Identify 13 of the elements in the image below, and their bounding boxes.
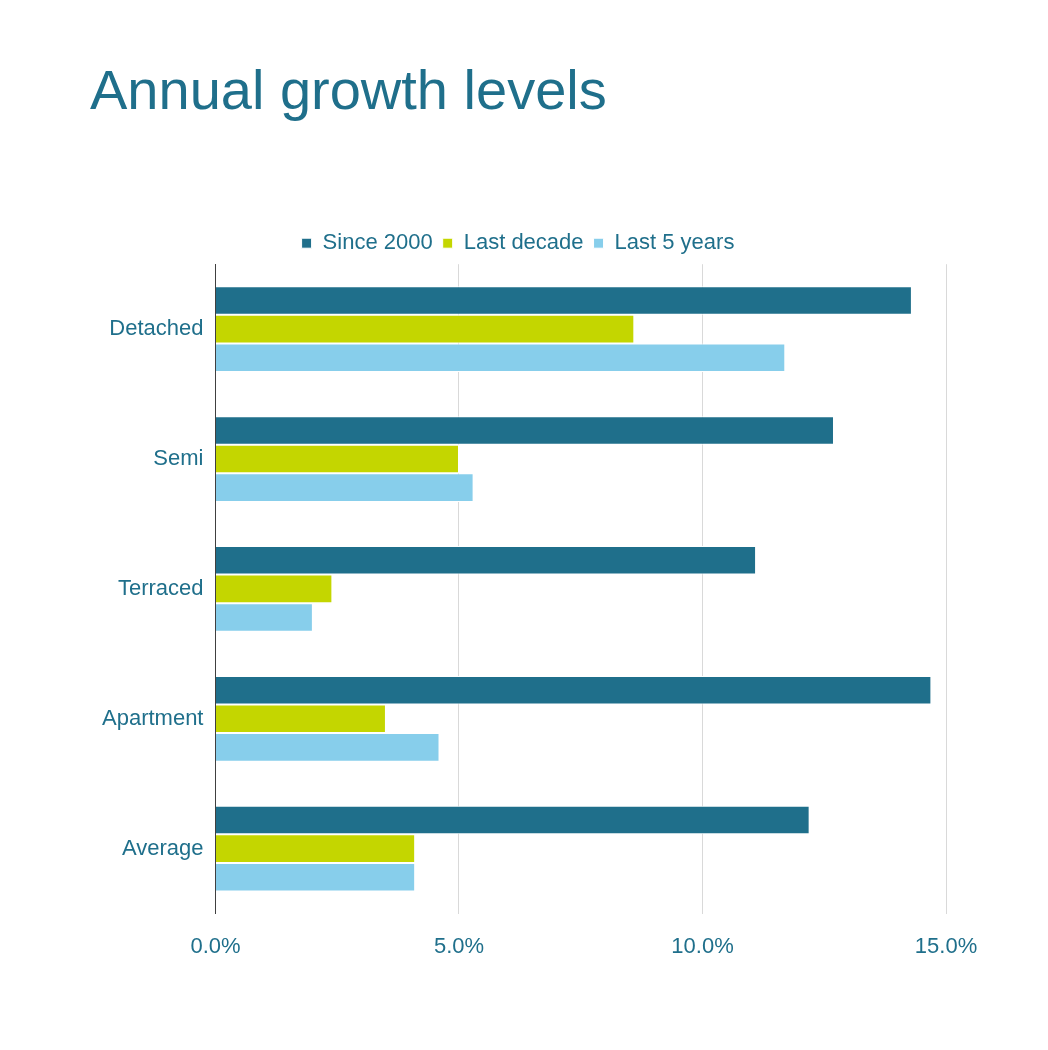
x-tick-label: 5.0% <box>433 932 485 958</box>
y-tick-label: Average <box>121 834 204 860</box>
legend-label: Last 5 years <box>614 229 735 255</box>
y-tick-label: Apartment <box>101 704 204 730</box>
x-tick-label: 0.0% <box>190 932 241 958</box>
x-tick-label: 10.0% <box>671 932 734 958</box>
legend-label: Last decade <box>463 229 584 255</box>
y-tick-label: Semi <box>153 445 204 471</box>
x-tick-label: 15.0% <box>914 932 978 958</box>
y-tick-label: Detached <box>109 315 204 341</box>
chart-title: Annual growth levels <box>90 58 607 122</box>
legend-label: Since 2000 <box>322 229 433 255</box>
y-tick-label: Terraced <box>117 574 204 600</box>
